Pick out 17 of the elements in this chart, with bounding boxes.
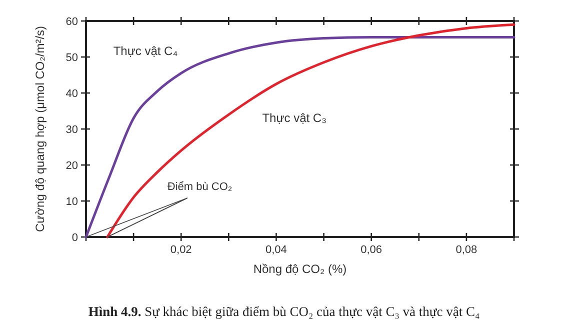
x-tick-label: 0,06 — [360, 244, 382, 256]
series-label: Thực vật C₄ — [113, 44, 178, 58]
x-tick-label: 0,08 — [456, 244, 478, 256]
y-tick-label: 10 — [66, 196, 78, 208]
y-tick-label: 0 — [72, 232, 78, 244]
series-label: Thực vật C₃ — [262, 111, 327, 125]
annotation: Điểm bù CO₂ — [167, 181, 232, 193]
y-tick-label: 30 — [66, 124, 78, 136]
y-axis-title: Cường độ quang hợp (μmol CO₂/m²/s) — [33, 26, 47, 232]
x-tick-label: 0,04 — [266, 244, 287, 256]
y-tick-label: 20 — [66, 160, 78, 172]
x-axis-title: Nồng độ CO₂ (%) — [253, 262, 347, 276]
x-tick-label: 0,02 — [170, 244, 192, 256]
y-tick-label: 50 — [66, 52, 78, 64]
y-tick-label: 60 — [66, 16, 78, 28]
text: Hình 4.9. Sự khác biệt giữa điểm bù CO₂ của thực vật C₃ và thực vật C₄ — [88, 304, 480, 319]
y-tick-label: 40 — [66, 88, 78, 100]
